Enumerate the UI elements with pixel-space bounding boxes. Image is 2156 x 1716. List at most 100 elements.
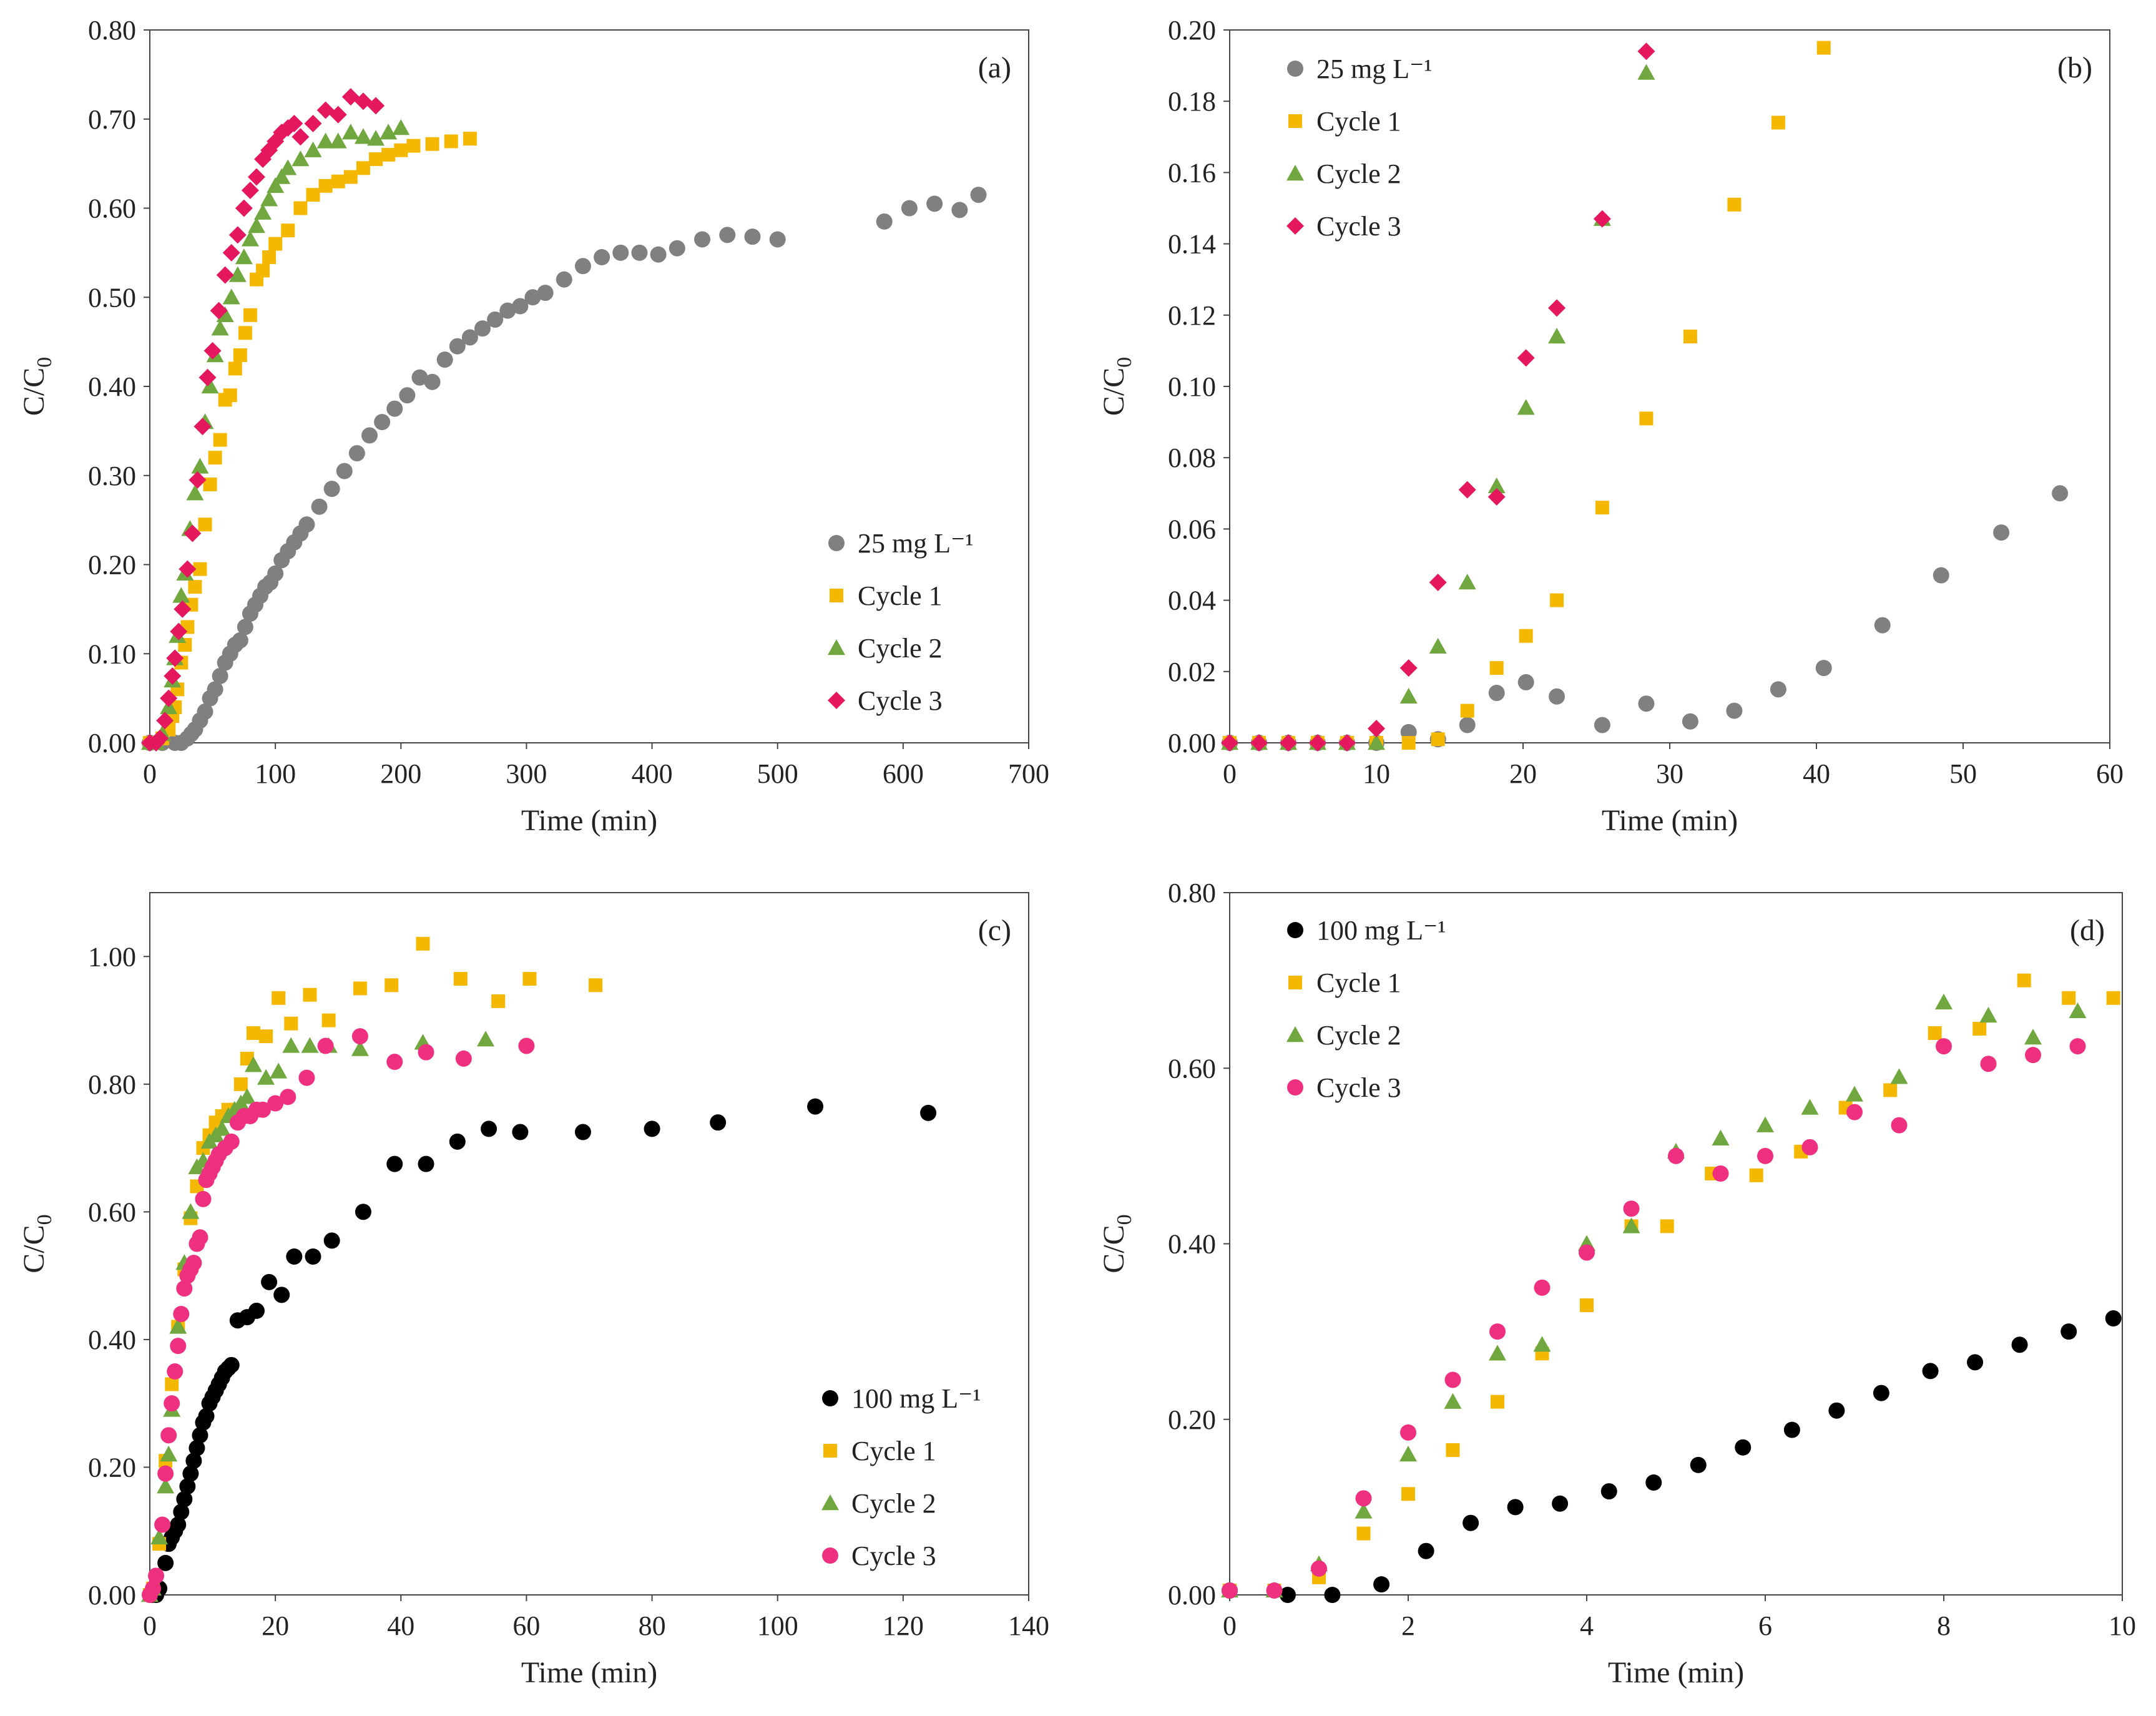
data-point bbox=[1550, 593, 1564, 607]
x-tick-label: 100 bbox=[255, 758, 296, 789]
data-point bbox=[1933, 567, 1949, 584]
data-point bbox=[1638, 695, 1655, 712]
x-tick-label: 200 bbox=[380, 758, 421, 789]
data-point bbox=[2024, 1029, 2042, 1045]
data-point bbox=[233, 1077, 248, 1091]
data-point bbox=[241, 181, 259, 199]
y-tick-label: 0.16 bbox=[1168, 157, 1216, 188]
data-point bbox=[1579, 1244, 1595, 1261]
data-point bbox=[1463, 1514, 1479, 1531]
data-point bbox=[223, 388, 237, 403]
y-tick-label: 0.14 bbox=[1168, 229, 1216, 260]
data-point bbox=[522, 972, 537, 986]
x-tick-label: 30 bbox=[1656, 758, 1683, 789]
data-point bbox=[1770, 681, 1786, 698]
x-tick-label: 6 bbox=[1758, 1611, 1772, 1641]
data-point bbox=[1444, 1393, 1462, 1409]
legend-label: Cycle 2 bbox=[1316, 1020, 1401, 1051]
y-tick-label: 0.00 bbox=[1168, 1580, 1216, 1611]
data-point bbox=[424, 373, 441, 390]
y-tick-label: 0.04 bbox=[1168, 586, 1216, 616]
legend-marker bbox=[822, 1390, 838, 1406]
data-point bbox=[1399, 1446, 1417, 1462]
data-point bbox=[386, 1054, 403, 1071]
x-tick-label: 0 bbox=[1223, 1611, 1237, 1641]
data-point bbox=[367, 130, 385, 146]
data-point bbox=[1549, 688, 1566, 705]
data-point bbox=[241, 230, 259, 247]
data-point bbox=[385, 978, 399, 993]
data-point bbox=[235, 199, 253, 217]
data-point bbox=[1816, 41, 1831, 55]
data-point bbox=[710, 1114, 727, 1131]
data-point bbox=[179, 560, 197, 578]
panel-label: (c) bbox=[978, 914, 1011, 947]
data-point bbox=[244, 1056, 262, 1072]
data-point bbox=[1507, 1499, 1524, 1516]
data-point bbox=[2060, 1323, 2077, 1340]
data-point bbox=[449, 1133, 466, 1150]
legend: 25 mg L⁻¹ Cycle 1 Cycle 2 Cycle 3 bbox=[828, 528, 974, 716]
plot-frame bbox=[149, 892, 1029, 1596]
data-point bbox=[1517, 349, 1535, 367]
data-point bbox=[1355, 1490, 1372, 1507]
legend-marker bbox=[1287, 1079, 1303, 1096]
data-point bbox=[487, 311, 504, 328]
legend-marker bbox=[1286, 217, 1304, 235]
data-point bbox=[416, 936, 430, 951]
data-point bbox=[1517, 399, 1535, 415]
x-tick-label: 300 bbox=[506, 758, 547, 789]
data-point bbox=[2017, 973, 2031, 988]
data-point bbox=[463, 132, 477, 146]
legend: 100 mg L⁻¹ Cycle 1 Cycle 2 Cycle 3 bbox=[1286, 915, 1446, 1103]
data-point bbox=[279, 159, 297, 175]
data-point bbox=[203, 478, 217, 492]
data-point bbox=[2069, 1002, 2087, 1019]
data-point bbox=[1355, 1503, 1373, 1519]
data-point bbox=[304, 114, 322, 132]
y-tick-label: 0.20 bbox=[88, 1452, 136, 1483]
panel-label: (a) bbox=[978, 51, 1011, 84]
data-point bbox=[192, 1229, 208, 1246]
x-tick-label: 4 bbox=[1580, 1611, 1594, 1641]
data-point bbox=[380, 124, 398, 140]
data-point bbox=[2052, 485, 2069, 502]
legend-marker bbox=[1288, 114, 1302, 128]
data-point bbox=[425, 137, 439, 151]
data-point bbox=[1460, 704, 1474, 718]
data-point bbox=[329, 132, 347, 149]
data-point bbox=[298, 1069, 315, 1086]
data-point bbox=[323, 1232, 340, 1249]
data-point bbox=[157, 1554, 174, 1571]
data-point bbox=[518, 1037, 535, 1054]
data-point bbox=[524, 289, 541, 306]
legend-marker bbox=[828, 535, 845, 551]
data-point bbox=[574, 1124, 591, 1140]
x-axis-title: Time (min) bbox=[1608, 1656, 1744, 1689]
data-point bbox=[247, 217, 265, 233]
legend-label: Cycle 3 bbox=[851, 1541, 936, 1571]
series-3 bbox=[1221, 42, 1655, 752]
y-tick-label: 0.20 bbox=[88, 550, 136, 581]
data-point bbox=[189, 471, 207, 489]
data-point bbox=[232, 632, 248, 649]
data-point bbox=[381, 147, 396, 162]
data-point bbox=[282, 1037, 300, 1053]
data-point bbox=[303, 988, 317, 1002]
data-point bbox=[182, 1465, 199, 1482]
data-point bbox=[208, 451, 222, 465]
data-point bbox=[1801, 1139, 1818, 1155]
data-point bbox=[170, 622, 188, 640]
data-point bbox=[644, 1120, 660, 1137]
data-point bbox=[2062, 991, 2076, 1005]
data-point bbox=[1972, 1021, 1987, 1036]
data-point bbox=[145, 1580, 162, 1597]
data-point bbox=[1922, 1363, 1939, 1380]
data-point bbox=[254, 203, 272, 220]
series-0 bbox=[144, 1098, 937, 1603]
data-point bbox=[257, 1069, 275, 1085]
data-point bbox=[631, 244, 648, 261]
data-point bbox=[331, 174, 345, 189]
chart-panel-d: 0 2 4 6 8 10 0.00 0.20 0.40 0.60 0.80 Time (min) C/C… bbox=[1097, 878, 2136, 1689]
data-point bbox=[292, 150, 310, 167]
